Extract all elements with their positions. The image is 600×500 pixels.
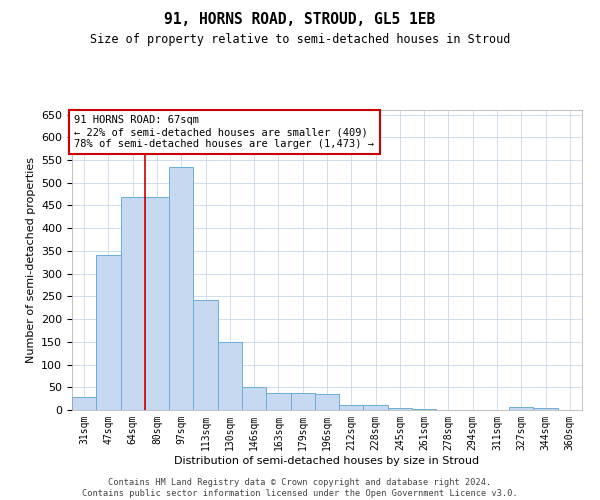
Bar [242, 388, 266, 410]
Bar [388, 408, 412, 410]
Bar [266, 392, 290, 410]
Text: 91, HORNS ROAD, STROUD, GL5 1EB: 91, HORNS ROAD, STROUD, GL5 1EB [164, 12, 436, 28]
X-axis label: Distribution of semi-detached houses by size in Stroud: Distribution of semi-detached houses by … [175, 456, 479, 466]
Bar [193, 300, 218, 410]
Bar [72, 398, 96, 410]
Text: 91 HORNS ROAD: 67sqm
← 22% of semi-detached houses are smaller (409)
78% of semi: 91 HORNS ROAD: 67sqm ← 22% of semi-detac… [74, 116, 374, 148]
Bar [96, 256, 121, 410]
Bar [533, 408, 558, 410]
Bar [290, 393, 315, 410]
Bar [509, 407, 533, 410]
Bar [412, 408, 436, 410]
Bar [364, 406, 388, 410]
Bar [145, 198, 169, 410]
Bar [218, 342, 242, 410]
Text: Contains HM Land Registry data © Crown copyright and database right 2024.
Contai: Contains HM Land Registry data © Crown c… [82, 478, 518, 498]
Y-axis label: Number of semi-detached properties: Number of semi-detached properties [26, 157, 35, 363]
Bar [339, 404, 364, 410]
Bar [169, 167, 193, 410]
Bar [121, 198, 145, 410]
Bar [315, 394, 339, 410]
Text: Size of property relative to semi-detached houses in Stroud: Size of property relative to semi-detach… [90, 32, 510, 46]
